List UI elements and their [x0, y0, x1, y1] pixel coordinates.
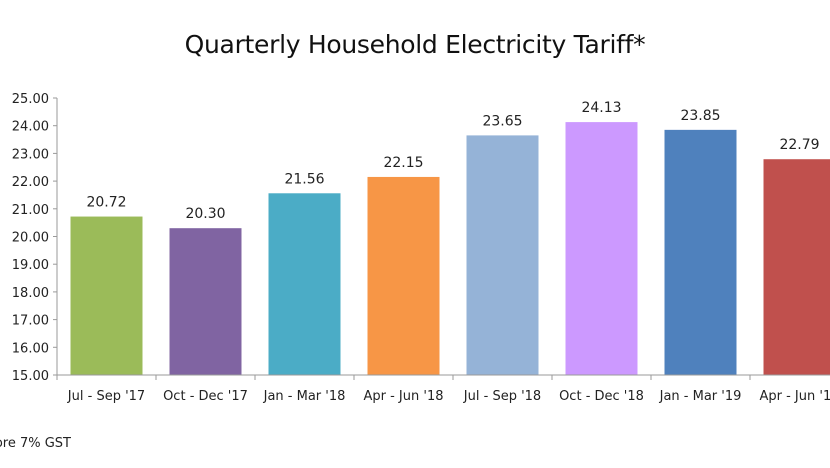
footnote: before 7% GST — [0, 436, 120, 451]
data-label: 20.72 — [86, 195, 126, 211]
x-tick-label: Apr - Jun '18 — [363, 389, 443, 404]
x-tick-label: Oct - Dec '18 — [559, 389, 644, 404]
y-tick-label: 20.00 — [12, 231, 49, 246]
data-label: 24.13 — [581, 100, 621, 116]
x-tick-label: Jan - Mar '19 — [659, 389, 742, 404]
y-tick-label: 17.00 — [12, 314, 49, 329]
data-label: 21.56 — [284, 171, 324, 187]
y-tick-label: 23.00 — [12, 147, 49, 162]
y-tick-label: 18.00 — [12, 286, 49, 301]
bar — [169, 228, 242, 375]
x-axis: Jul - Sep '17 Oct - Dec '17 Jan - Mar '18 A… — [56, 374, 830, 404]
value-labels: 20.72 20.30 21.56 22.15 23.65 24.13 23.85 22.79 — [86, 100, 819, 222]
bar — [565, 122, 638, 375]
x-tick-label: Jan - Mar '18 — [263, 389, 346, 404]
y-tick-label: 16.00 — [12, 341, 49, 356]
x-tick-label: Jul - Sep '17 — [67, 389, 145, 404]
chart-title: Quarterly Household Electricity Tariff* — [184, 30, 646, 59]
data-label: 22.79 — [779, 137, 819, 153]
y-axis: 15.00 16.00 17.00 18.00 19.00 20.00 21.00 22.00… — [12, 92, 58, 384]
footnote-text: before 7% GST — [0, 436, 71, 451]
y-tick-label: 22.00 — [12, 175, 49, 190]
x-tick-label: Apr - Jun '19 — [759, 389, 830, 404]
data-label: 23.85 — [680, 108, 720, 124]
y-tick-label: 15.00 — [12, 369, 49, 384]
y-tick-label: 21.00 — [12, 203, 49, 218]
data-label: 20.30 — [185, 206, 225, 222]
x-tick-label: Jul - Sep '18 — [463, 389, 541, 404]
x-tick-label: Oct - Dec '17 — [163, 389, 248, 404]
y-tick-label: 25.00 — [12, 92, 49, 107]
y-tick-label: 24.00 — [12, 120, 49, 135]
bar — [268, 193, 341, 375]
y-tick-label: 19.00 — [12, 258, 49, 273]
data-label: 22.15 — [383, 155, 423, 171]
bar — [367, 176, 440, 375]
bars — [70, 122, 830, 375]
bar — [466, 135, 539, 375]
bar — [763, 159, 830, 375]
bar — [70, 216, 143, 375]
data-label: 23.65 — [482, 113, 522, 129]
bar — [664, 129, 737, 375]
